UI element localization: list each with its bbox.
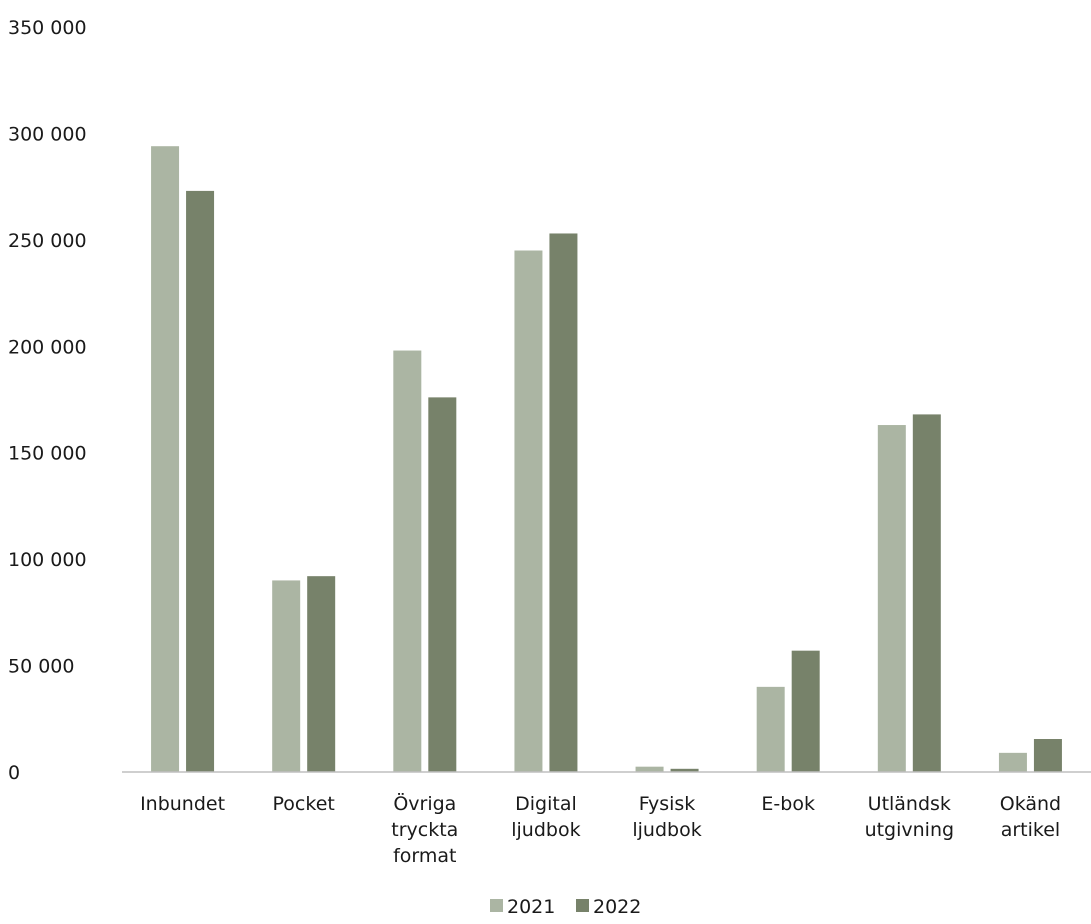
x-tick-label: Fysisk ljudbok bbox=[632, 793, 701, 841]
y-tick-label: 150 000 bbox=[8, 443, 87, 465]
bar-2022-7 bbox=[1033, 739, 1062, 772]
y-tick-label: 300 000 bbox=[8, 123, 87, 145]
bar-2022-0 bbox=[186, 190, 215, 772]
legend-label: 2021 bbox=[507, 896, 555, 918]
bar-2022-2 bbox=[428, 397, 457, 772]
x-tick-label: Digital ljudbok bbox=[511, 793, 580, 841]
x-tick-label: Okänd artikel bbox=[1000, 793, 1061, 841]
y-tick-label: 0 bbox=[8, 762, 20, 784]
y-tick-label: 250 000 bbox=[8, 230, 87, 252]
bar-2021-3 bbox=[514, 250, 543, 772]
bars bbox=[151, 146, 1062, 772]
bar-2021-1 bbox=[272, 580, 301, 772]
bar-2022-3 bbox=[549, 233, 578, 772]
bar-2021-4 bbox=[635, 766, 664, 772]
bar-2022-4 bbox=[670, 768, 699, 772]
x-tick-label: Pocket bbox=[273, 793, 335, 815]
bar-2021-6 bbox=[877, 425, 906, 772]
legend-item-2021: 2021 bbox=[490, 896, 555, 918]
y-tick-label: 100 000 bbox=[8, 549, 87, 571]
y-tick-label: 200 000 bbox=[8, 336, 87, 358]
legend-swatch bbox=[576, 899, 589, 912]
y-tick-label: 50 000 bbox=[8, 656, 74, 678]
x-axis: Inbundet Pocket Övriga tryckta format Digital… bbox=[140, 792, 1061, 867]
bar-2021-0 bbox=[151, 146, 180, 772]
y-axis: 0 50 000 100 000 150 000 200 000 250 000 300 0… bbox=[8, 17, 87, 784]
bar-2021-5 bbox=[756, 686, 785, 772]
bar-2022-1 bbox=[307, 576, 336, 772]
x-tick-label: Inbundet bbox=[140, 793, 225, 815]
x-tick-label: Övriga tryckta format bbox=[391, 792, 458, 867]
legend-swatch bbox=[490, 899, 503, 912]
bar-2022-5 bbox=[791, 650, 820, 772]
x-tick-label: E-bok bbox=[761, 793, 815, 815]
legend-item-2022: 2022 bbox=[576, 896, 641, 918]
y-tick-label: 350 000 bbox=[8, 17, 87, 39]
legend-label: 2022 bbox=[593, 896, 641, 918]
legend: 2021 2022 bbox=[490, 896, 641, 918]
bar-2021-7 bbox=[998, 752, 1027, 772]
x-tick-label: Utländsk utgivning bbox=[865, 793, 955, 841]
bar-2021-2 bbox=[393, 350, 422, 772]
bar-2022-6 bbox=[912, 414, 941, 772]
